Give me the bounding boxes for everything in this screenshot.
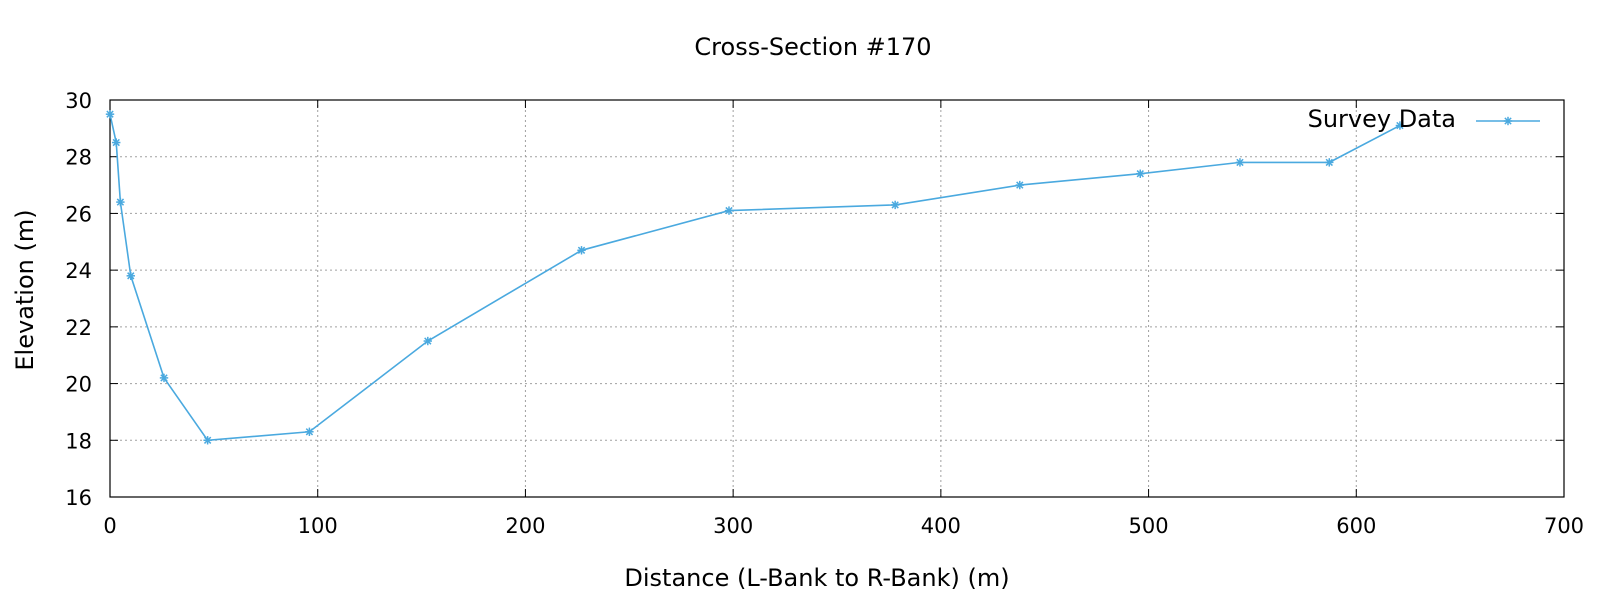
series-line-survey-data — [109, 114, 1401, 442]
y-tick-label: 20 — [65, 373, 92, 397]
y-tick-label: 16 — [65, 486, 92, 510]
legend-marker — [1503, 116, 1513, 126]
data-point — [1235, 158, 1245, 167]
x-tick-label: 700 — [1544, 514, 1584, 538]
y-tick-label: 24 — [65, 259, 92, 283]
data-point — [423, 336, 433, 346]
y-tick-label: 30 — [65, 89, 92, 113]
data-point — [724, 206, 734, 215]
chart-title: Cross-Section #170 — [694, 33, 931, 61]
x-tick-label: 400 — [921, 514, 961, 538]
data-point — [577, 246, 586, 255]
data-point — [1015, 180, 1024, 190]
y-tick-label: 26 — [65, 202, 92, 226]
x-tick-label: 300 — [713, 514, 753, 538]
x-tick-label: 200 — [505, 514, 545, 538]
data-point — [1325, 158, 1334, 167]
x-tick-label: 0 — [103, 514, 116, 538]
y-axis-label: Elevation (m) — [11, 209, 39, 370]
data-point — [112, 138, 121, 147]
data-point — [1136, 169, 1145, 178]
axis-ticks: 0 100 200 300 400 500 600 700 16 18 20 22 24 26 28 30 — [65, 89, 1584, 538]
data-point — [890, 200, 900, 210]
data-point — [126, 271, 135, 281]
y-tick-label: 18 — [65, 429, 92, 453]
legend-sample — [1476, 116, 1540, 126]
data-point — [203, 436, 212, 445]
data-point — [105, 109, 115, 119]
y-tick-label: 22 — [65, 316, 92, 340]
data-point — [1395, 121, 1405, 130]
legend-label: Survey Data — [1308, 105, 1456, 133]
x-tick-label: 600 — [1336, 514, 1376, 538]
x-tick-label: 100 — [298, 514, 338, 538]
series-layer — [105, 109, 1405, 445]
data-point — [159, 373, 169, 383]
legend: Survey Data — [1308, 105, 1540, 133]
x-tick-label: 500 — [1129, 514, 1169, 538]
grid-lines — [110, 100, 1564, 497]
plot-frame — [109, 99, 1565, 498]
data-point — [116, 197, 125, 207]
y-tick-label: 28 — [65, 146, 92, 170]
x-axis-label: Distance (L-Bank to R-Bank) (m) — [624, 564, 1009, 592]
data-point — [305, 427, 314, 436]
